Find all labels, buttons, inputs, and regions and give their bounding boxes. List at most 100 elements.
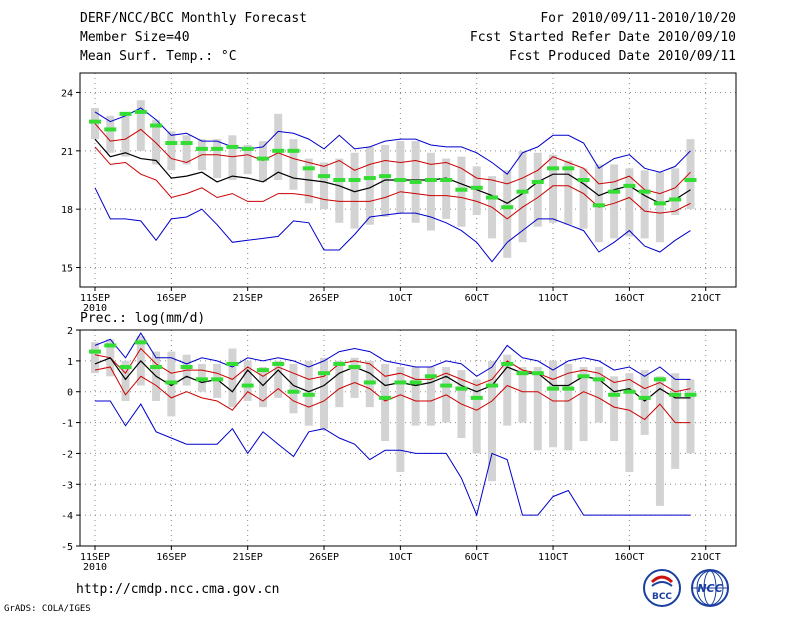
p-xtick-label: 11OCT bbox=[538, 552, 568, 563]
p-clim-marker bbox=[485, 383, 498, 388]
t-range-box bbox=[182, 135, 191, 165]
variable-label: Mean Surf. Temp.: °C bbox=[80, 49, 237, 64]
p-clim-marker bbox=[165, 380, 178, 385]
t-ytick-label: 21 bbox=[61, 147, 73, 158]
t-range-box bbox=[503, 170, 512, 258]
t-clim-marker bbox=[562, 166, 575, 171]
p-ytick-label: 0 bbox=[67, 388, 73, 399]
p-clim-marker bbox=[562, 386, 575, 391]
t-range-box bbox=[335, 158, 344, 223]
p-clim-marker bbox=[226, 361, 239, 366]
t-range-box bbox=[320, 162, 329, 210]
p-clim-marker bbox=[424, 374, 437, 379]
p-range-box bbox=[274, 360, 283, 398]
t-xtick-label: 1OCT bbox=[388, 293, 412, 304]
t-year-label: 2010 bbox=[83, 303, 107, 314]
t-range-box bbox=[152, 119, 161, 165]
t-xtick-label: 26SEP bbox=[309, 293, 339, 304]
t-range-box bbox=[671, 168, 680, 216]
t-clim-marker bbox=[134, 109, 147, 114]
p-clim-marker bbox=[455, 386, 468, 391]
p-range-box bbox=[640, 370, 649, 435]
p-series-lower bbox=[94, 366, 691, 424]
p-range-box bbox=[426, 367, 435, 426]
p-range-box bbox=[579, 367, 588, 442]
p-clim-marker bbox=[669, 392, 682, 397]
temperature-panel: 15 18 21 24 11SEP 16SEP 21SEP 26SEP 1OCT 6OCT 11OC… bbox=[61, 72, 737, 314]
p-clim-marker bbox=[119, 365, 132, 370]
p-range-box bbox=[594, 367, 603, 423]
t-range-box bbox=[274, 113, 283, 180]
p-clim-marker bbox=[89, 349, 101, 354]
p-clim-marker bbox=[440, 383, 453, 388]
p-range-box bbox=[91, 342, 99, 374]
p-clim-marker bbox=[409, 380, 422, 385]
t-clim-marker bbox=[485, 195, 498, 200]
t-range-box bbox=[106, 115, 115, 153]
p-clim-marker bbox=[134, 340, 147, 345]
t-series-lower bbox=[94, 146, 691, 220]
t-range-box bbox=[289, 139, 298, 190]
p-range-box bbox=[518, 367, 527, 423]
p-clim-marker bbox=[363, 380, 376, 385]
p-clim-marker bbox=[318, 371, 331, 376]
p-xtick-label: 1OCT bbox=[388, 552, 412, 563]
t-clim-marker bbox=[470, 185, 483, 190]
t-range-box bbox=[381, 144, 390, 217]
t-clim-marker bbox=[684, 178, 697, 182]
t-ytick-label: 24 bbox=[61, 88, 73, 99]
p-clim-marker bbox=[547, 386, 560, 391]
t-xtick-label: 11SEP bbox=[80, 293, 110, 304]
p-ytick-label: -3 bbox=[61, 480, 73, 491]
t-xtick-label: 6OCT bbox=[465, 293, 489, 304]
p-clim-marker bbox=[638, 395, 651, 400]
t-range-box bbox=[228, 135, 237, 180]
t-clim-marker bbox=[287, 148, 300, 153]
t-clim-marker bbox=[318, 174, 331, 179]
forecast-period: For 2010/09/11-2010/10/20 bbox=[540, 11, 736, 26]
p-ytick-label: 1 bbox=[67, 357, 73, 368]
p-series-min bbox=[95, 400, 691, 517]
t-ytick-label: 15 bbox=[61, 264, 73, 275]
p-range-box bbox=[320, 357, 329, 429]
t-clim-marker bbox=[272, 148, 285, 153]
p-range-box bbox=[121, 360, 130, 401]
p-clim-marker bbox=[256, 368, 269, 373]
t-clim-marker bbox=[547, 166, 560, 171]
p-range-box bbox=[503, 354, 512, 426]
p-range-box bbox=[289, 363, 298, 414]
t-clim-marker bbox=[211, 146, 224, 151]
t-clim-marker bbox=[440, 178, 453, 182]
p-clim-marker bbox=[272, 361, 285, 366]
p-clim-marker bbox=[470, 395, 483, 400]
t-range-box bbox=[472, 166, 481, 216]
t-clim-marker bbox=[363, 176, 376, 181]
t-clim-marker bbox=[165, 141, 178, 146]
t-clim-marker bbox=[150, 123, 163, 128]
t-clim-marker bbox=[302, 166, 315, 171]
p-range-box bbox=[350, 357, 359, 398]
t-clim-marker bbox=[623, 183, 636, 188]
t-xtick-label: 16SEP bbox=[156, 293, 186, 304]
p-xtick-label: 21OCT bbox=[691, 552, 721, 563]
t-clim-marker bbox=[669, 197, 682, 202]
p-range-box bbox=[258, 367, 267, 408]
t-clim-marker bbox=[653, 201, 666, 206]
p-ytick-label: 2 bbox=[67, 326, 73, 337]
t-range-box bbox=[426, 152, 435, 231]
p-xtick-label: 16OCT bbox=[614, 552, 644, 563]
t-range-box bbox=[564, 160, 573, 225]
grads-credit: GrADS: COLA/IGES bbox=[4, 604, 91, 614]
p-clim-marker bbox=[531, 371, 544, 376]
p-clim-marker bbox=[379, 395, 392, 400]
p-range-box bbox=[396, 367, 405, 472]
p-series-upper bbox=[94, 347, 691, 393]
ncc-logo-text: NCC bbox=[697, 582, 722, 595]
source-url[interactable]: http://cmdp.ncc.cma.gov.cn bbox=[76, 582, 280, 597]
t-range-box bbox=[350, 152, 359, 229]
p-xtick-label: 26SEP bbox=[309, 552, 339, 563]
p-clim-marker bbox=[287, 389, 300, 394]
t-clim-marker bbox=[256, 156, 269, 161]
t-clim-marker bbox=[516, 189, 529, 194]
p-range-box bbox=[335, 360, 344, 408]
